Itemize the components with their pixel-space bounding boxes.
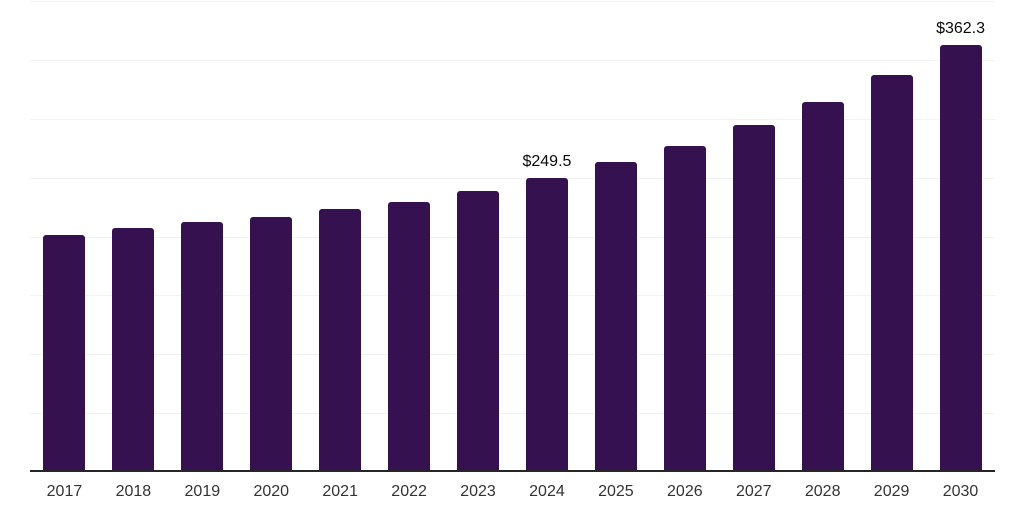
x-axis-label-2019: 2019 xyxy=(184,483,221,500)
gridline-300 xyxy=(30,118,995,120)
x-axis-label-2023: 2023 xyxy=(460,483,496,500)
x-axis-line xyxy=(30,470,995,472)
bar-2022 xyxy=(388,201,431,472)
bar-2024 xyxy=(525,178,568,472)
x-axis-label-2028: 2028 xyxy=(804,483,841,500)
x-axis-label-2027: 2027 xyxy=(735,483,772,500)
x-axis-label-2030: 2030 xyxy=(942,483,979,500)
bar-2021 xyxy=(319,208,362,472)
bar-2030 xyxy=(939,45,982,472)
plot-area: $249.5 $362.3 xyxy=(30,1,995,472)
gridline-400 xyxy=(30,1,995,2)
gridline-350 xyxy=(30,59,995,61)
bar-2023 xyxy=(457,190,500,472)
gridline-50 xyxy=(30,413,995,415)
x-axis-label-2024: 2024 xyxy=(529,483,565,500)
x-axis-labels: 2017 2018 2019 2020 2021 2022 2023 2024 2025 2026… xyxy=(30,482,995,504)
gridline-150 xyxy=(30,295,995,297)
x-axis-label-2018: 2018 xyxy=(115,483,152,500)
data-label-2030: $362.3 xyxy=(936,20,985,38)
bar-2028 xyxy=(801,101,844,472)
x-axis-label-2022: 2022 xyxy=(391,483,427,500)
x-axis-label-2025: 2025 xyxy=(598,483,634,500)
x-axis-label-2017: 2017 xyxy=(46,483,83,500)
gridline-200 xyxy=(30,236,995,238)
bar-2026 xyxy=(663,145,706,472)
gridline-250 xyxy=(30,177,995,179)
bar-2019 xyxy=(181,222,224,472)
x-axis-label-2026: 2026 xyxy=(667,483,703,500)
data-label-2024: $249.5 xyxy=(522,153,572,171)
bar-2027 xyxy=(732,125,775,472)
x-axis-label-2021: 2021 xyxy=(322,483,358,500)
bar-2018 xyxy=(112,228,155,472)
x-axis-label-2020: 2020 xyxy=(253,483,290,500)
bar-2020 xyxy=(250,216,293,472)
bar-2025 xyxy=(594,162,637,472)
gridline-100 xyxy=(30,354,995,356)
bar-2029 xyxy=(870,74,913,472)
bar-2017 xyxy=(43,235,86,472)
x-axis-label-2029: 2029 xyxy=(873,483,910,500)
